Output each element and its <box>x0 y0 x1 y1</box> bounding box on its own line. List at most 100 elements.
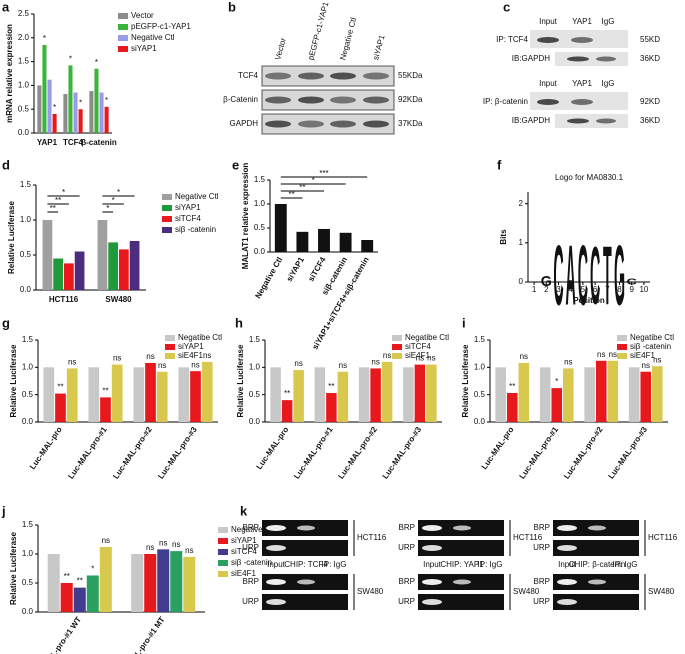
y-tick-label: 2 <box>519 199 524 208</box>
bar <box>628 367 640 422</box>
legend-swatch <box>617 353 627 359</box>
bar <box>274 204 287 252</box>
gel-band <box>557 599 577 605</box>
band <box>363 96 389 104</box>
bar <box>99 547 112 612</box>
band <box>298 96 324 104</box>
significance-label: ns <box>294 359 302 368</box>
bar <box>183 556 196 612</box>
x-tick-label: Luc-MAL-pro-#2 <box>336 425 379 481</box>
significance-label: ** <box>509 382 515 391</box>
bar <box>63 93 68 133</box>
x-tick-label: siYAP1 <box>285 255 306 283</box>
row-label: URP <box>533 597 550 606</box>
bar <box>595 360 607 422</box>
bar <box>47 79 52 133</box>
logo-letter: T <box>603 229 612 322</box>
bar <box>53 258 63 290</box>
lane-label: Input <box>558 560 577 569</box>
bar <box>94 68 99 133</box>
bar <box>426 364 437 422</box>
legend-swatch <box>165 344 175 350</box>
bar <box>584 367 595 422</box>
x-tick-label: 9 <box>629 285 634 294</box>
bracket-label: ** <box>288 190 294 199</box>
significance-label: ns <box>191 360 199 369</box>
significance-label: ns <box>146 352 154 361</box>
bar <box>640 371 652 422</box>
size-label: 36KD <box>640 116 660 125</box>
y-tick-label: 0 <box>519 277 524 286</box>
bar <box>104 106 109 133</box>
chart-title: Logo for MA0830.1 <box>555 173 624 182</box>
cell-label: SW480 <box>357 587 384 596</box>
lane-label: Input <box>267 560 286 569</box>
bar <box>108 242 118 290</box>
row-label: BRP <box>399 577 415 586</box>
lane-label: Negative Ctl <box>338 16 358 61</box>
legend-label: Negative Ctl <box>231 525 275 534</box>
x-tick-label: Negative Ctl <box>253 256 284 301</box>
y-tick-label: 0.0 <box>249 417 261 426</box>
bar <box>403 367 414 422</box>
bracket-label: * <box>117 188 120 197</box>
legend-label: Negative Ctl <box>175 192 219 201</box>
bracket-label: * <box>312 176 315 185</box>
lane-label: CHIP: TCF4 <box>284 560 328 569</box>
bar <box>43 367 55 422</box>
x-tick-label: 2 <box>544 285 549 294</box>
blot <box>555 114 628 128</box>
bar <box>52 113 57 133</box>
bar <box>495 367 506 422</box>
x-tick-label: 10 <box>639 285 648 294</box>
lane-label: pEGFP-c1-YAP1 <box>306 0 330 61</box>
x-tick-label: 4 <box>568 285 573 294</box>
bracket-label: * <box>112 196 115 205</box>
size-label: 37KDa <box>398 119 423 128</box>
significance-label: * <box>69 55 72 64</box>
bracket-label: *** <box>319 169 328 178</box>
bar <box>64 263 74 290</box>
significance-label: ns <box>383 351 391 360</box>
lane-label: IgG <box>602 17 615 26</box>
y-axis-label: MALAT1 relative expression <box>241 163 250 270</box>
row-label: BRP <box>534 577 550 586</box>
bar <box>66 368 78 422</box>
x-tick-label: 5 <box>581 285 586 294</box>
legend-label: siYAP1 <box>131 44 157 53</box>
legend-swatch <box>617 344 627 350</box>
y-tick-label: 0.0 <box>20 285 32 294</box>
bar <box>270 367 281 422</box>
y-tick-label: 1.5 <box>22 335 34 344</box>
x-tick-label: Luc-MAL-pro-#2 <box>111 425 154 481</box>
bar <box>381 361 393 422</box>
y-tick-label: 0.0 <box>22 607 34 616</box>
bar <box>314 367 326 422</box>
legend-swatch <box>118 35 128 41</box>
y-axis-label: Relative Luciferase <box>7 200 16 273</box>
bracket-label: * <box>62 188 65 197</box>
band <box>567 118 589 124</box>
row-label: BRP <box>399 523 415 532</box>
blot <box>261 65 395 87</box>
x-tick-label: Luc-MAL-pro-#1 WT <box>32 615 83 654</box>
panel-label: a <box>2 0 10 14</box>
bar <box>157 549 170 612</box>
gel-band <box>422 599 442 605</box>
bar <box>111 364 123 422</box>
bar <box>190 371 201 422</box>
y-tick-label: 1.5 <box>474 335 486 344</box>
blot <box>555 52 628 66</box>
legend-swatch <box>118 24 128 30</box>
row-label: BRP <box>243 523 259 532</box>
gel <box>418 540 504 556</box>
y-tick-label: 1.5 <box>18 57 30 66</box>
band <box>537 37 559 43</box>
panel-label: c <box>503 0 510 14</box>
bar <box>358 367 370 422</box>
significance-label: ** <box>57 383 63 392</box>
legend-swatch <box>165 353 175 359</box>
lane-label: Input <box>539 17 558 26</box>
row-label: TCF4 <box>238 71 259 80</box>
